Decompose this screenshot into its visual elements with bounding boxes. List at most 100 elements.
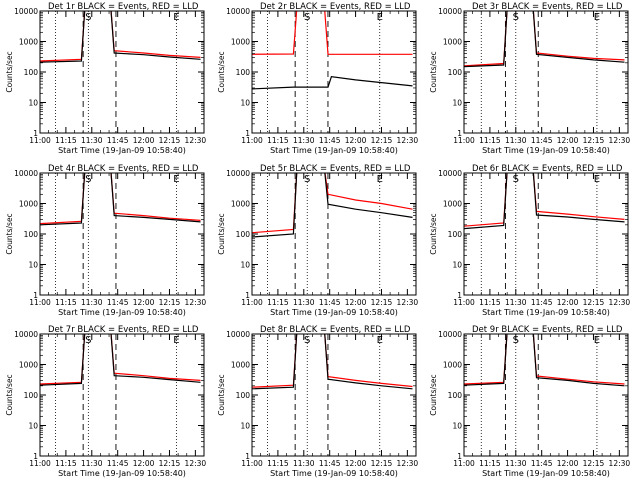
x-tick-label: 12:15 xyxy=(583,136,605,145)
x-tick-label: 11:00 xyxy=(29,298,51,307)
x-tick-label: 11:30 xyxy=(505,459,527,468)
marker-label-e: E xyxy=(377,12,383,23)
y-tick-label: 1 xyxy=(33,291,38,300)
lld-rate-line xyxy=(252,173,413,234)
plot-frame xyxy=(39,172,205,296)
y-tick-label: 1000 xyxy=(231,200,250,209)
y-tick-label: 1 xyxy=(33,452,38,461)
x-tick-label: 11:30 xyxy=(81,298,103,307)
y-tick-label: 10000 xyxy=(438,7,462,16)
events-rate-line xyxy=(40,11,201,63)
x-tick-label: 12:15 xyxy=(159,298,181,307)
x-tick-label: 11:30 xyxy=(293,298,315,307)
y-tick-label: 1000 xyxy=(231,38,250,47)
y-tick-label: 1 xyxy=(245,291,250,300)
data-series-group xyxy=(40,11,201,63)
x-tick-label: 12:00 xyxy=(133,136,155,145)
x-tick-label: 12:15 xyxy=(159,136,181,145)
x-tick-label: 12:00 xyxy=(345,136,367,145)
marker-label-e: E xyxy=(594,174,600,185)
y-tick-label: 1000 xyxy=(443,38,462,47)
y-tick-label: 1000 xyxy=(19,361,38,370)
events-rate-line xyxy=(252,173,413,238)
marker-label-e: E xyxy=(594,335,600,346)
x-tick-label: 12:30 xyxy=(397,459,419,468)
x-tick-label: 11:15 xyxy=(267,459,289,468)
y-axis-label: Counts/sec xyxy=(429,213,438,254)
x-tick-label: 12:15 xyxy=(371,298,393,307)
x-tick-label: 11:45 xyxy=(107,298,129,307)
events-rate-line xyxy=(40,173,201,226)
x-tick-label: 12:15 xyxy=(371,136,393,145)
x-axis-label: Start Time (19-Jan-09 10:58:40) xyxy=(270,469,398,478)
marker-label-e: E xyxy=(173,335,179,346)
data-series-group xyxy=(40,173,201,226)
y-tick-label: 1 xyxy=(457,129,462,138)
x-tick-label: 11:15 xyxy=(55,298,77,307)
x-tick-label: 12:15 xyxy=(583,298,605,307)
x-tick-label: 11:00 xyxy=(241,136,263,145)
x-tick-label: 12:30 xyxy=(609,459,631,468)
lld-rate-line xyxy=(252,11,413,55)
panel-title: Det 1r BLACK = Events, RED = LLD xyxy=(48,2,199,12)
x-tick-label: 11:45 xyxy=(107,459,129,468)
lld-rate-line xyxy=(464,11,625,67)
plot-frame xyxy=(39,10,205,134)
marker-label-e: E xyxy=(173,12,179,23)
x-tick-label: 11:15 xyxy=(479,136,501,145)
y-axis-label: Counts/sec xyxy=(429,51,438,92)
x-tick-label: 11:00 xyxy=(241,298,263,307)
x-tick-label: 11:45 xyxy=(531,459,553,468)
y-tick-label: 1 xyxy=(457,452,462,461)
x-tick-label: 12:00 xyxy=(557,298,579,307)
panel-title: Det 6r BLACK = Events, RED = LLD xyxy=(472,164,623,174)
plot-frame xyxy=(463,333,629,457)
marker-label-e: E xyxy=(377,335,383,346)
y-tick-label: 100 xyxy=(448,68,463,77)
x-tick-label: 11:30 xyxy=(81,459,103,468)
y-tick-label: 1 xyxy=(33,129,38,138)
panel-title: Det 5r BLACK = Events, RED = LLD xyxy=(260,164,411,174)
data-series-group xyxy=(252,173,413,238)
panel-title: Det 2r BLACK = Events, RED = LLD xyxy=(260,2,411,12)
x-tick-label: 12:30 xyxy=(609,298,631,307)
y-axis-label: Counts/sec xyxy=(217,51,226,92)
y-tick-label: 10 xyxy=(240,99,250,108)
marker-label-e: E xyxy=(377,174,383,185)
y-tick-label: 10000 xyxy=(438,169,462,178)
y-tick-label: 10 xyxy=(452,99,462,108)
plot-frame xyxy=(251,10,417,134)
x-tick-label: 11:00 xyxy=(453,459,475,468)
events-rate-line xyxy=(464,11,625,68)
y-tick-label: 10 xyxy=(28,261,38,270)
x-tick-label: 12:30 xyxy=(185,298,207,307)
x-tick-label: 11:45 xyxy=(319,298,341,307)
x-tick-label: 11:00 xyxy=(241,459,263,468)
y-tick-label: 100 xyxy=(236,230,251,239)
panel-title: Det 4r BLACK = Events, RED = LLD xyxy=(48,164,199,174)
x-axis-label: Start Time (19-Jan-09 10:58:40) xyxy=(482,469,610,478)
y-tick-label: 100 xyxy=(236,68,251,77)
x-tick-label: 12:00 xyxy=(345,459,367,468)
x-tick-label: 12:30 xyxy=(397,298,419,307)
y-tick-label: 100 xyxy=(448,230,463,239)
panel-title: Det 7r BLACK = Events, RED = LLD xyxy=(48,325,199,335)
x-axis-label: Start Time (19-Jan-09 10:58:40) xyxy=(58,146,186,155)
y-tick-label: 1 xyxy=(245,129,250,138)
panel-title: Det 8r BLACK = Events, RED = LLD xyxy=(260,325,411,335)
marker-label-s: S xyxy=(85,174,91,185)
y-axis-label: Counts/sec xyxy=(217,213,226,254)
y-tick-label: 1 xyxy=(457,291,462,300)
data-series-group xyxy=(464,173,625,230)
x-axis-label: Start Time (19-Jan-09 10:58:40) xyxy=(270,146,398,155)
y-tick-label: 1000 xyxy=(443,200,462,209)
x-tick-label: 11:45 xyxy=(319,136,341,145)
y-tick-label: 10000 xyxy=(226,330,250,339)
